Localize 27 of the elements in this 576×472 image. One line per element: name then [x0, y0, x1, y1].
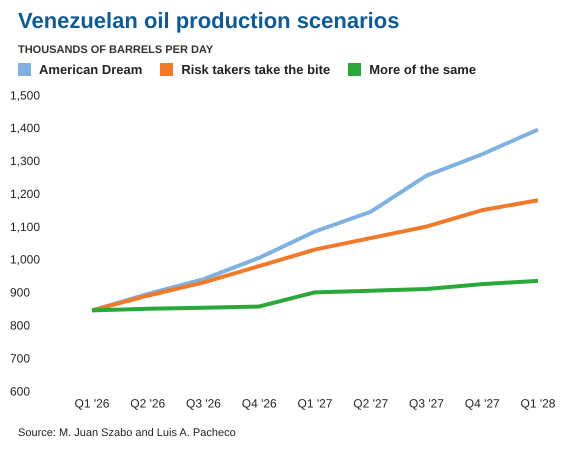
legend-label: Risk takers take the bite [181, 62, 330, 77]
x-tick-label: Q1 '26 [74, 396, 110, 411]
x-tick-label: Q2 '27 [353, 396, 389, 411]
chart-subtitle: THOUSANDS OF BARRELS PER DAY [18, 44, 214, 56]
y-tick-label: 1,000 [10, 252, 40, 267]
source-note: Source: M. Juan Szabo and Luis A. Pacheco [18, 427, 237, 439]
x-tick-label: Q2 '26 [130, 396, 166, 411]
y-tick-label: 1,300 [10, 154, 40, 168]
x-tick-label: Q3 '27 [409, 396, 444, 411]
x-tick-label: Q4 '26 [242, 396, 278, 411]
legend-label: More of the same [369, 62, 476, 77]
line-series [90, 278, 540, 312]
y-tick-label: 1,400 [10, 121, 40, 136]
y-tick-label: 900 [10, 286, 30, 300]
y-tick-label: 700 [10, 351, 30, 366]
x-tick-label: Q4 '27 [464, 396, 500, 411]
y-tick-label: 600 [10, 384, 30, 398]
x-tick-label: Q1 '28 [520, 396, 556, 411]
x-tick-label: Q3 '26 [186, 396, 222, 411]
y-tick-label: 1,500 [10, 88, 40, 102]
y-tick-label: 1,200 [10, 186, 40, 201]
line-series [90, 198, 540, 312]
x-tick-label: Q1 '27 [298, 396, 333, 411]
y-tick-label: 800 [10, 318, 30, 332]
legend-label: American Dream [39, 62, 142, 77]
chart-title: Venezuelan oil production scenarios [18, 8, 400, 34]
y-tick-label: 1,100 [10, 220, 40, 234]
